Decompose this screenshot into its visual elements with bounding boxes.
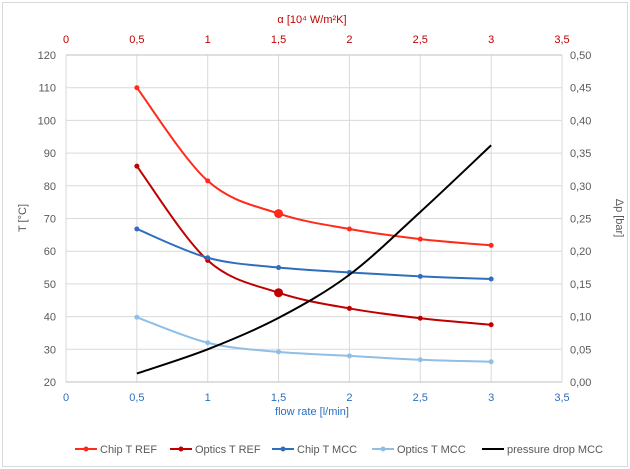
series-line-optics-t-mcc (136, 316, 492, 363)
legend-label: Chip T MCC (297, 444, 357, 456)
data-point-chip-t-ref (346, 226, 352, 232)
y2-tick-label: 0,05 (570, 344, 591, 356)
top-x-tick-label: 0 (63, 34, 69, 46)
top-x-tick-label: 2,5 (413, 34, 428, 46)
top-x-axis-title: α [10⁴ W/m²K] (277, 14, 346, 26)
x-tick-label: 3,5 (554, 392, 569, 404)
y-tick-label: 50 (44, 279, 56, 291)
legend-label: Chip T REF (100, 444, 157, 456)
data-point-optics-t-mcc (276, 349, 282, 355)
data-point-chip-t-mcc (488, 276, 494, 282)
legend-marker (380, 446, 386, 452)
legend-marker (83, 446, 89, 452)
legend-label: Optics T MCC (397, 444, 466, 456)
data-point-optics-t-ref (134, 163, 140, 169)
y2-tick-label: 0,15 (570, 279, 591, 291)
top-x-tick-label: 1 (205, 34, 211, 46)
series-line-optics-t-ref (136, 165, 492, 326)
y-tick-label: 60 (44, 246, 56, 258)
x-tick-label: 2,5 (413, 392, 428, 404)
data-point-optics-t-ref (417, 315, 423, 321)
data-point-chip-t-ref (274, 209, 284, 219)
data-point-optics-t-mcc (205, 340, 211, 346)
data-point-chip-t-mcc (417, 273, 423, 279)
data-point-optics-t-ref (488, 322, 494, 328)
data-point-optics-t-mcc (134, 314, 140, 320)
y-tick-label: 40 (44, 312, 56, 324)
x-tick-label: 3 (488, 392, 494, 404)
y-tick-label: 110 (38, 83, 56, 95)
series-line-pressure-drop-mcc (136, 144, 492, 375)
data-point-chip-t-ref (205, 178, 211, 184)
y-tick-label: 80 (44, 181, 56, 193)
top-x-tick-label: 3,5 (554, 34, 569, 46)
data-point-chip-t-ref (488, 242, 494, 248)
x-tick-label: 2 (346, 392, 352, 404)
y2-tick-label: 0,50 (570, 50, 591, 62)
top-x-tick-label: 2 (346, 34, 352, 46)
data-point-chip-t-mcc (205, 255, 211, 261)
y-tick-label: 70 (44, 214, 56, 226)
y2-tick-label: 0,30 (570, 181, 591, 193)
data-point-optics-t-mcc (488, 359, 494, 365)
series-line-chip-t-ref (136, 87, 492, 247)
y2-tick-label: 0,10 (570, 312, 591, 324)
y2-tick-label: 0,35 (570, 148, 591, 160)
x-tick-label: 1,5 (271, 392, 286, 404)
data-point-chip-t-mcc (134, 226, 140, 232)
x-axis-title: flow rate [l/min] (275, 406, 349, 418)
y2-tick-label: 0,25 (570, 214, 591, 226)
y2-tick-label: 0,20 (570, 246, 591, 258)
x-tick-label: 0 (63, 392, 69, 404)
top-x-tick-label: 0,5 (129, 34, 144, 46)
y2-tick-label: 0,00 (570, 377, 591, 389)
y-tick-label: 120 (38, 50, 56, 62)
legend-marker (178, 446, 184, 452)
y2-tick-label: 0,40 (570, 115, 591, 127)
y-tick-label: 100 (38, 115, 56, 127)
y2-axis-title: Δp [bar] (613, 199, 625, 238)
legend-label: pressure drop MCC (507, 444, 603, 456)
top-x-tick-label: 1,5 (271, 34, 286, 46)
x-tick-label: 1 (205, 392, 211, 404)
data-point-optics-t-ref (274, 288, 284, 298)
y-tick-label: 30 (44, 344, 56, 356)
y-axis-title: T [°C] (17, 204, 29, 232)
legend-marker (280, 446, 286, 452)
top-x-tick-label: 3 (488, 34, 494, 46)
data-point-chip-t-ref (417, 236, 423, 242)
data-point-chip-t-mcc (276, 265, 282, 271)
y2-tick-label: 0,45 (570, 83, 591, 95)
data-point-chip-t-ref (134, 85, 140, 91)
data-point-optics-t-mcc (346, 353, 352, 359)
legend-label: Optics T REF (195, 444, 261, 456)
y-tick-label: 90 (44, 148, 56, 160)
data-point-optics-t-mcc (417, 357, 423, 363)
series-line-chip-t-mcc (136, 228, 492, 280)
data-point-optics-t-ref (346, 305, 352, 311)
y-tick-label: 20 (44, 377, 56, 389)
x-tick-label: 0,5 (129, 392, 144, 404)
